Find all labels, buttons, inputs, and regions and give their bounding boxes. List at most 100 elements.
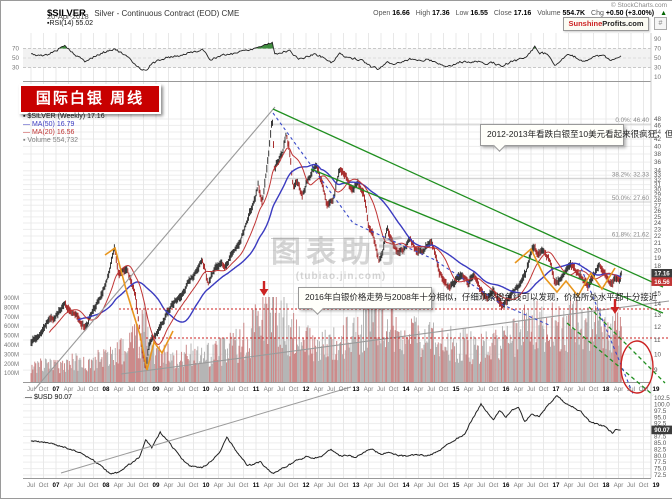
svg-text:Jul: Jul	[77, 482, 85, 489]
annotation-box-2012: 2012-2013年看跌白银至10美元看起来很疯狂，但2008年时，银价曾低于9…	[480, 124, 624, 146]
svg-text:Jul: Jul	[627, 386, 635, 393]
svg-text:Oct: Oct	[139, 386, 149, 393]
svg-text:70: 70	[12, 46, 20, 53]
sunshine-profits-logo[interactable]: SunshineProfits.com	[563, 17, 649, 31]
svg-text:07: 07	[53, 386, 60, 393]
svg-text:Apr: Apr	[614, 386, 624, 393]
svg-text:13: 13	[353, 482, 360, 489]
annotation-box-2016: 2016年白银价格走势与2008年十分相似，仔细观察橙色线可以发现，价格所处水平…	[298, 287, 432, 309]
permalink-icon[interactable]: #	[654, 17, 667, 30]
svg-text:14: 14	[403, 386, 410, 393]
svg-text:Apr: Apr	[564, 386, 574, 393]
svg-text:30: 30	[654, 65, 662, 72]
svg-text:90.07: 90.07	[654, 427, 670, 434]
svg-text:19: 19	[653, 482, 660, 489]
svg-text:Oct: Oct	[389, 482, 399, 489]
svg-text:Jul: Jul	[227, 482, 235, 489]
svg-text:Oct: Oct	[439, 386, 449, 393]
svg-text:Oct: Oct	[439, 482, 449, 489]
legend-ma50: — MA(50) 16.79	[23, 121, 74, 128]
svg-text:Jul: Jul	[127, 386, 135, 393]
svg-text:Apr: Apr	[464, 386, 474, 393]
svg-text:Apr: Apr	[64, 386, 74, 393]
svg-text:19: 19	[653, 386, 660, 393]
low-label: Low	[456, 10, 469, 17]
svg-text:17.16: 17.16	[654, 270, 670, 277]
svg-text:14: 14	[403, 482, 410, 489]
low-value: 16.55	[470, 10, 488, 17]
svg-text:Jul: Jul	[27, 386, 35, 393]
svg-text:300M: 300M	[4, 352, 19, 358]
svg-text:08: 08	[103, 482, 110, 489]
svg-text:Oct: Oct	[589, 482, 599, 489]
svg-text:10: 10	[203, 482, 210, 489]
svg-text:Apr: Apr	[314, 386, 324, 393]
svg-text:40: 40	[654, 143, 662, 150]
svg-text:400M: 400M	[4, 343, 19, 349]
svg-text:72.5: 72.5	[654, 472, 667, 479]
watermark-subtext: (tubiao.jin.com)	[241, 271, 441, 282]
svg-text:Oct: Oct	[489, 386, 499, 393]
usd-legend: — $USD 90.07	[25, 394, 72, 401]
svg-text:Jul: Jul	[527, 482, 535, 489]
svg-text:10: 10	[654, 74, 662, 81]
change-up-arrow-icon: ▲	[660, 10, 667, 17]
svg-text:Oct: Oct	[589, 386, 599, 393]
svg-text:13: 13	[353, 386, 360, 393]
svg-text:09: 09	[153, 482, 160, 489]
svg-text:Oct: Oct	[289, 482, 299, 489]
svg-text:Oct: Oct	[139, 482, 149, 489]
svg-text:Oct: Oct	[239, 482, 249, 489]
svg-text:50: 50	[654, 55, 662, 62]
svg-text:Apr: Apr	[64, 482, 74, 489]
svg-text:Jul: Jul	[577, 482, 585, 489]
volume-label: Volume	[537, 10, 560, 17]
ticker-description: Silver - Continuous Contract (EOD) CME	[94, 9, 239, 18]
svg-text:17: 17	[553, 386, 560, 393]
svg-text:Jul: Jul	[577, 386, 585, 393]
svg-text:700M: 700M	[4, 315, 19, 321]
svg-text:500M: 500M	[4, 334, 19, 340]
logo-sunshine: Sunshine	[568, 19, 602, 28]
svg-text:Jul: Jul	[327, 386, 335, 393]
svg-text:Jul: Jul	[27, 482, 35, 489]
svg-text:38: 38	[654, 151, 662, 158]
svg-text:18: 18	[603, 482, 610, 489]
svg-text:Oct: Oct	[89, 386, 99, 393]
svg-text:Apr: Apr	[264, 386, 274, 393]
svg-text:Oct: Oct	[639, 386, 649, 393]
svg-text:9: 9	[654, 367, 658, 374]
logo-profits: Profits.com	[602, 19, 643, 28]
svg-text:Oct: Oct	[239, 386, 249, 393]
svg-text:07: 07	[53, 482, 60, 489]
svg-text:16: 16	[503, 386, 510, 393]
volume-value: 554.7K	[563, 10, 586, 17]
svg-text:Apr: Apr	[364, 386, 374, 393]
svg-text:36: 36	[654, 159, 662, 166]
svg-text:600M: 600M	[4, 324, 19, 330]
svg-text:19: 19	[654, 255, 662, 262]
svg-text:50: 50	[12, 55, 20, 62]
svg-text:09: 09	[153, 386, 160, 393]
svg-text:18: 18	[603, 386, 610, 393]
red-down-arrow-icon	[263, 281, 265, 289]
svg-text:Apr: Apr	[314, 482, 324, 489]
svg-text:Apr: Apr	[364, 482, 374, 489]
svg-text:12: 12	[303, 482, 310, 489]
svg-text:Jul: Jul	[127, 482, 135, 489]
open-value: 16.66	[392, 10, 410, 17]
svg-text:10: 10	[203, 386, 210, 393]
svg-text:50.0%: 27.60: 50.0%: 27.60	[612, 195, 650, 202]
svg-text:Oct: Oct	[289, 386, 299, 393]
stockcharts-credit-link[interactable]: © StockCharts.com	[611, 2, 667, 9]
svg-text:20: 20	[654, 247, 662, 254]
svg-text:Apr: Apr	[114, 386, 124, 393]
svg-text:900M: 900M	[4, 296, 19, 302]
svg-text:Oct: Oct	[489, 482, 499, 489]
svg-text:Jul: Jul	[627, 482, 635, 489]
svg-text:13: 13	[654, 312, 662, 319]
svg-text:17: 17	[553, 482, 560, 489]
close-value: 17.16	[514, 10, 532, 17]
open-label: Open	[373, 10, 390, 17]
